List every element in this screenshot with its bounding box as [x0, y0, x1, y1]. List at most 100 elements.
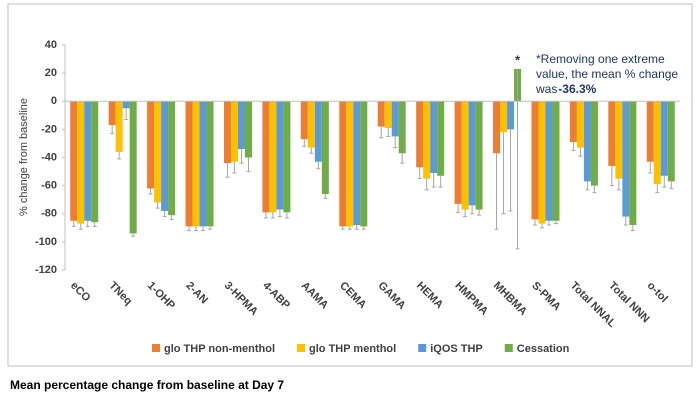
bar [416, 101, 424, 168]
bar [360, 101, 368, 227]
bar [437, 101, 445, 176]
legend-label: glo THP menthol [309, 343, 396, 355]
x-tick-label: eCO [68, 280, 93, 305]
y-tick-label: -40 [41, 151, 57, 163]
bar [276, 101, 284, 210]
bar [475, 101, 483, 210]
bar [346, 101, 354, 227]
x-tick-label: AAMA [299, 280, 331, 312]
bar [147, 101, 155, 189]
legend-label: glo THP non-menthol [164, 343, 275, 355]
bar [384, 101, 392, 128]
bar [653, 101, 661, 185]
x-tick-label: HMPMA [452, 280, 490, 318]
bar [576, 101, 584, 148]
y-tick-label: 0 [51, 95, 57, 107]
bar [552, 101, 560, 221]
bar [646, 101, 654, 162]
bar [377, 101, 385, 127]
bar [230, 101, 238, 162]
y-tick-label: -120 [35, 264, 57, 276]
caption: Mean percentage change from baseline at … [10, 378, 284, 392]
bar [129, 101, 137, 234]
bar [590, 101, 598, 186]
y-tick-label: 20 [45, 67, 57, 79]
bar [262, 101, 270, 213]
bar [622, 101, 630, 217]
bar [391, 101, 399, 137]
bar [507, 101, 515, 130]
bar [84, 101, 92, 221]
bar [321, 101, 329, 195]
x-tick-label: 1-OHP [145, 280, 177, 312]
bar [468, 101, 476, 206]
bar [269, 101, 277, 213]
bar [500, 101, 508, 133]
bar [168, 101, 176, 216]
y-tick-label: -60 [41, 180, 57, 192]
bar [454, 101, 462, 204]
bar [192, 101, 200, 227]
x-tick-label: o-tol [645, 280, 670, 305]
bar [314, 101, 322, 162]
bar [237, 101, 245, 150]
annotation-emphasis: -36.3% [558, 82, 596, 96]
bar [77, 101, 85, 224]
bar [608, 101, 616, 166]
x-tick-label: MHBMA [491, 280, 529, 318]
bar [615, 101, 623, 179]
legend-label: Cessation [517, 343, 570, 355]
legend-swatch [152, 344, 160, 352]
y-tick-label: 40 [45, 39, 57, 51]
bar [545, 101, 553, 221]
bar [430, 101, 438, 173]
bar [154, 101, 162, 203]
x-tick-label: 3-HPMA [222, 280, 260, 318]
bar [629, 101, 637, 225]
bar [206, 101, 214, 227]
bar [244, 101, 252, 158]
bar [122, 101, 130, 109]
y-axis-label: % change from baseline [18, 98, 30, 216]
bar [493, 101, 501, 154]
bar [108, 101, 116, 126]
bar [161, 101, 169, 211]
bar [461, 101, 469, 210]
bar [223, 101, 231, 164]
legend-swatch [297, 344, 306, 352]
y-tick-label: -100 [35, 236, 57, 248]
annotation: *Removing one extreme value, the mean % c… [535, 52, 678, 96]
x-tick-label: S-PMA [529, 280, 563, 314]
legend-swatch [418, 344, 427, 352]
bar [667, 101, 675, 182]
bar [569, 101, 577, 143]
legend-label: iQOS THP [430, 343, 483, 355]
bar [538, 101, 546, 224]
y-tick-label: -20 [41, 123, 57, 135]
bar [583, 101, 591, 182]
x-tick-label: TNeq [106, 280, 134, 308]
bar [398, 101, 406, 154]
bar [300, 101, 308, 140]
legend-swatch [504, 344, 513, 352]
asterisk: * [515, 52, 521, 67]
bar [115, 101, 123, 152]
bar [353, 101, 361, 225]
y-tick-label: -80 [41, 208, 57, 220]
chart-frame [7, 3, 693, 367]
bar [660, 101, 668, 176]
bar [283, 101, 291, 213]
x-tick-label: 2-AN [183, 280, 210, 307]
bar [423, 101, 431, 179]
bar [307, 101, 315, 148]
x-tick-label: CEMA [337, 280, 368, 311]
bar [531, 101, 539, 220]
bar [339, 101, 347, 227]
x-tick-label: GAMA [376, 280, 408, 312]
x-tick-label: 4-ABP [260, 280, 292, 312]
x-tick-label: HEMA [414, 280, 445, 311]
bar [199, 101, 207, 227]
bar [70, 101, 78, 221]
bar [185, 101, 193, 227]
